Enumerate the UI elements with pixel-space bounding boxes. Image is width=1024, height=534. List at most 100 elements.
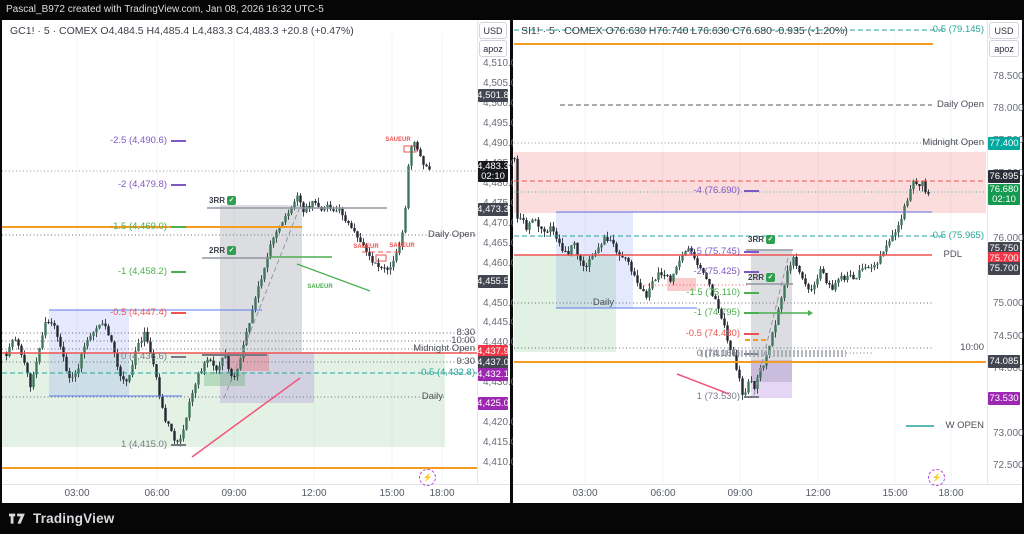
fib-level-label: 1 (73.530) [696,391,740,402]
candle-body [242,344,245,359]
candle-body [837,279,840,283]
currency-button[interactable]: USD [479,22,507,39]
price-tick-label: 4,510.0 [483,58,517,69]
marker-text: SAUEUR [385,137,411,143]
candle-body [633,271,636,276]
candle-body [675,267,678,274]
candle-body [251,309,254,324]
candle-body [305,205,308,213]
candle-body [149,341,152,353]
fib-level-label: -2.5 (4,490.6) [109,135,167,146]
fib-level-label: -0.5 (4,447.4) [109,307,167,318]
candle-body [350,223,353,228]
bar-countdown: 02:10 [481,170,505,182]
candle-body [335,210,338,212]
rr-checkbox-icon[interactable]: ✓ [227,246,237,255]
tradingview-logo-icon [9,513,25,524]
candle-body [80,354,83,369]
candle-body [807,284,810,290]
candle-body [804,278,807,285]
candle-body [912,180,915,190]
unit-button[interactable]: apoz [479,40,507,57]
candle-body [401,232,404,247]
price-plot[interactable] [2,20,510,504]
candle-body [416,142,419,150]
candle-body [612,239,615,244]
candle-body [771,332,774,346]
candle-body [855,277,858,280]
candle-body [74,373,77,377]
candle-body [672,273,675,282]
fib-level-label: -1 (4,458.2) [117,266,167,277]
candle-body [843,275,846,281]
candle-body [915,180,918,185]
time-tick-label: 18:00 [429,488,455,499]
candle-body [549,226,552,232]
candle-body [753,381,756,389]
candle-body [8,346,11,357]
candle-body [756,377,759,389]
trend-line [223,208,300,399]
lightning-bolt-icon[interactable]: ⚡ [419,469,436,486]
candle-body [206,359,209,363]
candle-body [269,244,272,257]
candle-body [876,263,879,265]
price-tick-label: 4,465.0 [483,238,517,249]
fib-level-label: -2.5 (75.745) [685,246,740,257]
candle-body [615,243,618,253]
candle-body [882,251,885,257]
candle-body [564,250,567,252]
time-tick-label: 03:00 [572,488,598,499]
candle-body [209,359,212,361]
arrow-head [808,310,813,316]
candle-body [684,251,687,256]
candle-body [909,189,912,201]
lightning-bolt-icon[interactable]: ⚡ [928,469,945,486]
candle-body [666,275,669,277]
candle-body [681,255,684,261]
session-label: 10:00 [451,335,475,346]
footer-bar: TradingView [0,503,1024,534]
candle-body [185,417,188,430]
candle-body [894,232,897,236]
candle-body [377,262,380,267]
candle-body [410,146,413,166]
candle-body [77,368,80,374]
candle-body [660,272,663,276]
candle-body [924,180,927,193]
zone-box [514,152,986,213]
candle-body [762,365,765,368]
price-tick-label: 78.500 [993,71,1024,82]
candle-body [47,322,50,324]
candle-body [630,261,633,272]
currency-button[interactable]: USD [989,22,1019,39]
rr-checkbox-icon[interactable]: ✓ [766,235,776,244]
chart-legend: GC1! · 5 · COMEX O4,484.5 H4,485.4 L4,48… [10,25,354,37]
session-label: Daily Open [937,99,984,110]
candle-body [371,256,374,263]
zone-box [556,212,633,308]
rr-checkbox-icon[interactable]: ✓ [766,273,776,282]
candle-body [786,270,789,286]
price-tick-label: 4,440.0 [483,337,517,348]
chart-panel-gold[interactable]: GC1! · 5 · COMEX O4,484.5 H4,485.4 L4,48… [2,20,516,504]
candle-body [308,205,311,208]
risk-reward-tag: 3RR ✓ [209,196,237,205]
price-marker-label: 76.895 [988,170,1020,183]
candle-body [425,164,428,167]
candle-body [323,207,326,211]
price-marker-label: 76.680 02:10 [988,184,1020,205]
candle-body [810,289,813,291]
rr-checkbox-icon[interactable]: ✓ [227,196,237,205]
price-plot[interactable] [513,20,1022,504]
candle-body [558,238,561,244]
price-marker-label: 4,437.9 [477,345,509,358]
time-tick-label: 06:00 [144,488,170,499]
candle-body [834,282,837,290]
unit-button[interactable]: apoz [989,40,1019,57]
chart-panel-silver[interactable]: SI1! · 5 · COMEX O76.630 H76.740 L76.630… [513,20,1024,504]
candle-body [122,376,125,380]
candle-body [582,260,585,266]
candle-body [738,369,741,379]
hatched-entry-band [701,350,846,357]
